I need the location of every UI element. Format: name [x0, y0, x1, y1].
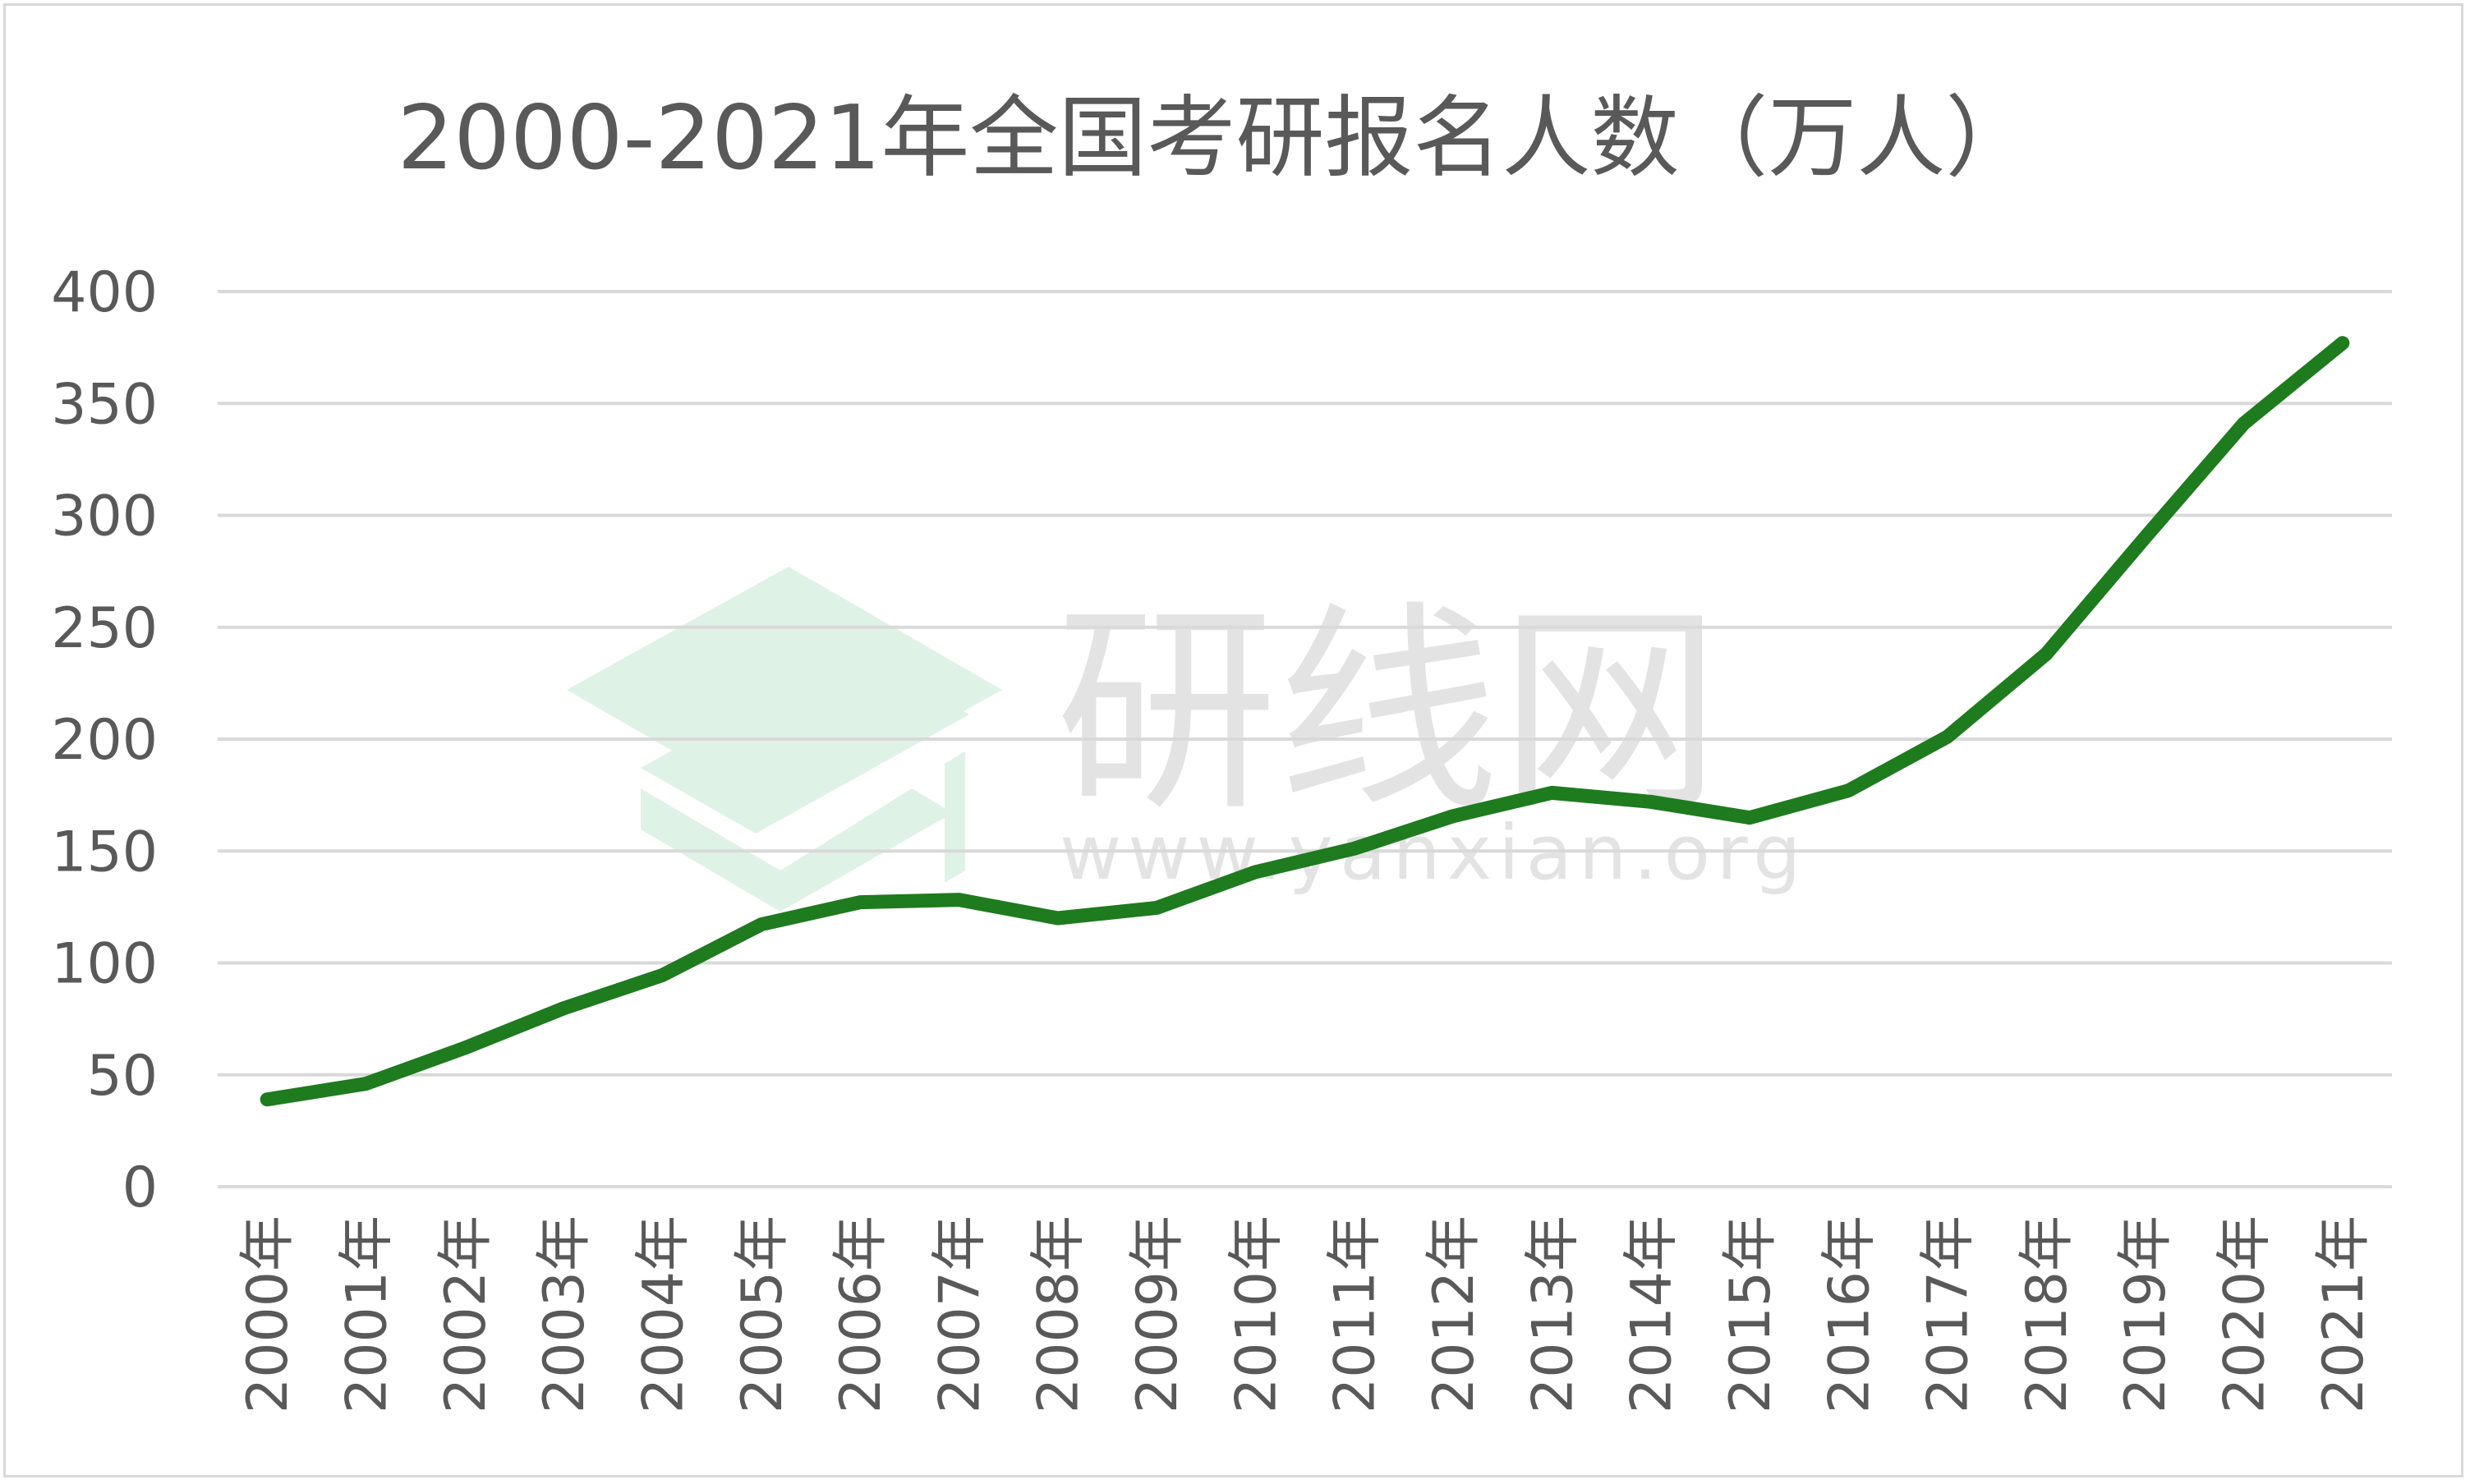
y-tick-label: 250 [51, 596, 158, 661]
y-tick-label: 0 [122, 1155, 158, 1220]
data-point [1545, 786, 1559, 800]
x-tick-label: 2019年 [2114, 1215, 2178, 1413]
x-tick-label: 2006年 [829, 1215, 894, 1413]
data-point [557, 1001, 571, 1015]
y-tick-label: 150 [51, 820, 158, 884]
data-point [2335, 336, 2349, 350]
data-point [952, 893, 966, 907]
y-tick-label: 400 [51, 260, 158, 325]
x-tick-label: 2016年 [1817, 1215, 1882, 1413]
data-point [1347, 842, 1361, 856]
grid-lines [218, 290, 2392, 1188]
data-point [1051, 912, 1065, 925]
data-point [655, 968, 669, 982]
chart-title: 2000-2021年全国考研报名人数（万人） [398, 87, 2035, 190]
data-point [359, 1077, 373, 1091]
data-point [1742, 811, 1756, 825]
x-tick-label: 2013年 [1520, 1215, 1585, 1413]
x-tick-label: 2009年 [1125, 1215, 1190, 1413]
x-tick-label: 2010年 [1224, 1215, 1289, 1413]
data-point [2138, 531, 2152, 544]
data-point [754, 917, 768, 931]
data-point [2237, 416, 2251, 430]
data-point [1644, 795, 1658, 809]
x-tick-label: 2020年 [2213, 1215, 2278, 1413]
data-point [1150, 901, 1164, 915]
data-point [853, 895, 867, 909]
data-point [458, 1041, 471, 1055]
y-tick-label: 300 [51, 485, 158, 549]
x-tick-label: 2000年 [236, 1215, 301, 1413]
series-line-0 [260, 336, 2350, 1107]
data-point [1842, 783, 1856, 797]
data-point [1446, 809, 1460, 823]
x-tick-label: 2003年 [532, 1215, 597, 1413]
x-axis-ticks: 2000年 2001年 2002年 2003年 2004年 2005年 2006年 2007年… [236, 1215, 2376, 1413]
x-tick-label: 2014年 [1620, 1215, 1685, 1413]
data-point [1940, 730, 1954, 744]
data-point [2039, 647, 2053, 661]
y-tick-label: 50 [86, 1044, 158, 1109]
x-tick-label: 2018年 [2015, 1215, 2080, 1413]
x-tick-label: 2007年 [927, 1215, 992, 1413]
x-tick-label: 2012年 [1422, 1215, 1487, 1413]
x-tick-label: 2002年 [434, 1215, 499, 1413]
x-tick-label: 2004年 [631, 1215, 696, 1413]
x-tick-label: 2005年 [730, 1215, 795, 1413]
y-axis-ticks: 0 50 100 150 200 250 300 350 400 [51, 260, 158, 1220]
y-tick-label: 200 [51, 708, 158, 773]
data-point [1249, 865, 1263, 879]
x-tick-label: 2011年 [1323, 1215, 1388, 1413]
x-tick-label: 2001年 [334, 1215, 399, 1413]
series-layer [260, 336, 2350, 1107]
y-tick-label: 100 [51, 932, 158, 997]
data-point [260, 1092, 274, 1106]
x-tick-label: 2021年 [2311, 1215, 2376, 1413]
x-tick-label: 2008年 [1027, 1215, 1092, 1413]
x-tick-label: 2017年 [1916, 1215, 1981, 1413]
y-tick-label: 350 [51, 372, 158, 437]
x-tick-label: 2015年 [1718, 1215, 1783, 1413]
